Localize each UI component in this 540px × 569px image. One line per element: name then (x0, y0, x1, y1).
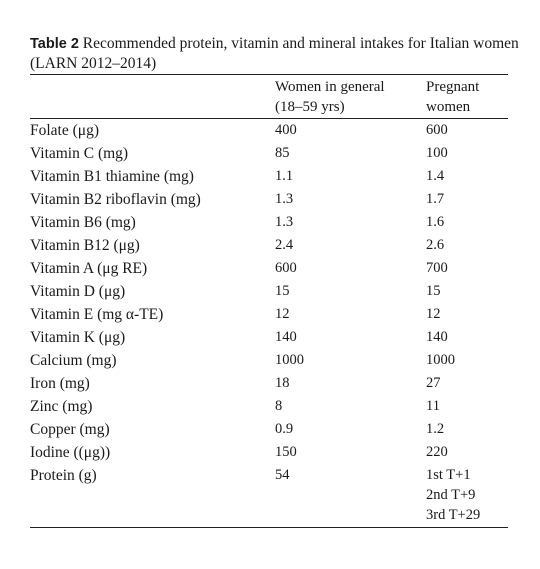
pregnant-cell: 15 (426, 283, 441, 299)
table-row: Iron (mg) 18 27 (30, 372, 508, 395)
table-bottom-rule (30, 527, 508, 528)
women-general-cell: 1.1 (275, 168, 294, 184)
pregnant-trimester-3: 3rd T+29 (426, 507, 481, 523)
nutrient-cell: Vitamin D (μg) (30, 283, 126, 300)
pregnant-cell: 1.6 (426, 214, 445, 230)
women-general-cell: 1000 (275, 352, 304, 368)
column-header-pregnant-line2: women (426, 99, 471, 115)
pregnant-cell-multiline: 1st T+1 2nd T+9 3rd T+29 (426, 465, 480, 525)
nutrient-cell: Zinc (mg) (30, 398, 93, 415)
table-title: Recommended protein, vitamin and mineral… (30, 35, 519, 72)
table-row: Vitamin D (μg) 15 15 (30, 280, 508, 303)
table-row: Vitamin B2 riboflavin (mg) 1.3 1.7 (30, 188, 508, 211)
pregnant-cell: 1.4 (426, 168, 445, 184)
table-row: Vitamin E (mg α-TE) 12 12 (30, 303, 508, 326)
pregnant-cell: 1000 (426, 352, 455, 368)
women-general-cell: 0.9 (275, 421, 294, 437)
nutrient-cell: Vitamin A (μg RE) (30, 260, 148, 277)
table-row: Vitamin K (μg) 140 140 (30, 326, 508, 349)
nutrient-cell: Vitamin E (mg α-TE) (30, 306, 164, 323)
nutrient-cell: Vitamin B2 riboflavin (mg) (30, 191, 201, 208)
table-row: Iodine ((μg)) 150 220 (30, 441, 508, 464)
pregnant-trimester-1: 1st T+1 (426, 467, 471, 483)
table-row: Copper (mg) 0.9 1.2 (30, 418, 508, 441)
pregnant-cell: 12 (426, 306, 441, 322)
nutrient-cell: Vitamin B1 thiamine (mg) (30, 168, 194, 185)
pregnant-cell: 11 (426, 398, 440, 414)
nutrient-cell: Protein (g) (30, 467, 97, 484)
nutrient-cell: Calcium (mg) (30, 352, 117, 369)
women-general-cell: 85 (275, 145, 290, 161)
women-general-cell: 18 (275, 375, 290, 391)
column-header-pregnant: Pregnant women (426, 77, 479, 117)
nutrient-cell: Vitamin B12 (μg) (30, 237, 140, 254)
table-row: Vitamin B6 (mg) 1.3 1.6 (30, 211, 508, 234)
women-general-cell: 140 (275, 329, 297, 345)
women-general-cell: 600 (275, 260, 297, 276)
table-row: Vitamin A (μg RE) 600 700 (30, 257, 508, 280)
table-body: Folate (μg) 400 600 Vitamin C (mg) 85 10… (30, 119, 508, 523)
women-general-cell: 8 (275, 398, 283, 414)
table-row: Vitamin B1 thiamine (mg) 1.1 1.4 (30, 165, 508, 188)
column-header-women-general-line1: Women in general (275, 79, 385, 95)
column-header-women-general: Women in general (18–59 yrs) (275, 77, 385, 117)
nutrient-cell: Folate (μg) (30, 122, 100, 139)
pregnant-cell: 1.7 (426, 191, 445, 207)
women-general-cell: 1.3 (275, 191, 294, 207)
table-row: Vitamin B12 (μg) 2.4 2.6 (30, 234, 508, 257)
table-row: Protein (g) 54 1st T+1 2nd T+9 3rd T+29 (30, 464, 508, 523)
table-row: Vitamin C (mg) 85 100 (30, 142, 508, 165)
table-caption: Table 2 Recommended protein, vitamin and… (30, 34, 520, 73)
women-general-cell: 1.3 (275, 214, 294, 230)
nutrient-cell: Vitamin C (mg) (30, 145, 129, 162)
pregnant-cell: 700 (426, 260, 448, 276)
column-header-pregnant-line1: Pregnant (426, 79, 480, 95)
women-general-cell: 54 (275, 467, 290, 483)
pregnant-cell: 2.6 (426, 237, 445, 253)
pregnant-cell: 27 (426, 375, 441, 391)
table-header-rule (30, 118, 508, 119)
nutrient-cell: Iodine ((μg)) (30, 444, 111, 461)
table-number: Table 2 (30, 36, 79, 52)
women-general-cell: 15 (275, 283, 290, 299)
nutrient-cell: Copper (mg) (30, 421, 110, 438)
pregnant-cell: 100 (426, 145, 448, 161)
women-general-cell: 150 (275, 444, 297, 460)
pregnant-trimester-2: 2nd T+9 (426, 487, 476, 503)
nutrient-cell: Vitamin B6 (mg) (30, 214, 136, 231)
women-general-cell: 12 (275, 306, 290, 322)
nutrient-cell: Vitamin K (μg) (30, 329, 126, 346)
column-header-women-general-line2: (18–59 yrs) (275, 99, 345, 115)
women-general-cell: 400 (275, 122, 297, 138)
pregnant-cell: 220 (426, 444, 448, 460)
table-top-rule (30, 74, 508, 75)
pregnant-cell: 600 (426, 122, 448, 138)
table-row: Calcium (mg) 1000 1000 (30, 349, 508, 372)
nutrient-cell: Iron (mg) (30, 375, 90, 392)
pregnant-cell: 140 (426, 329, 448, 345)
women-general-cell: 2.4 (275, 237, 294, 253)
table-row: Folate (μg) 400 600 (30, 119, 508, 142)
table-row: Zinc (mg) 8 11 (30, 395, 508, 418)
pregnant-cell: 1.2 (426, 421, 445, 437)
